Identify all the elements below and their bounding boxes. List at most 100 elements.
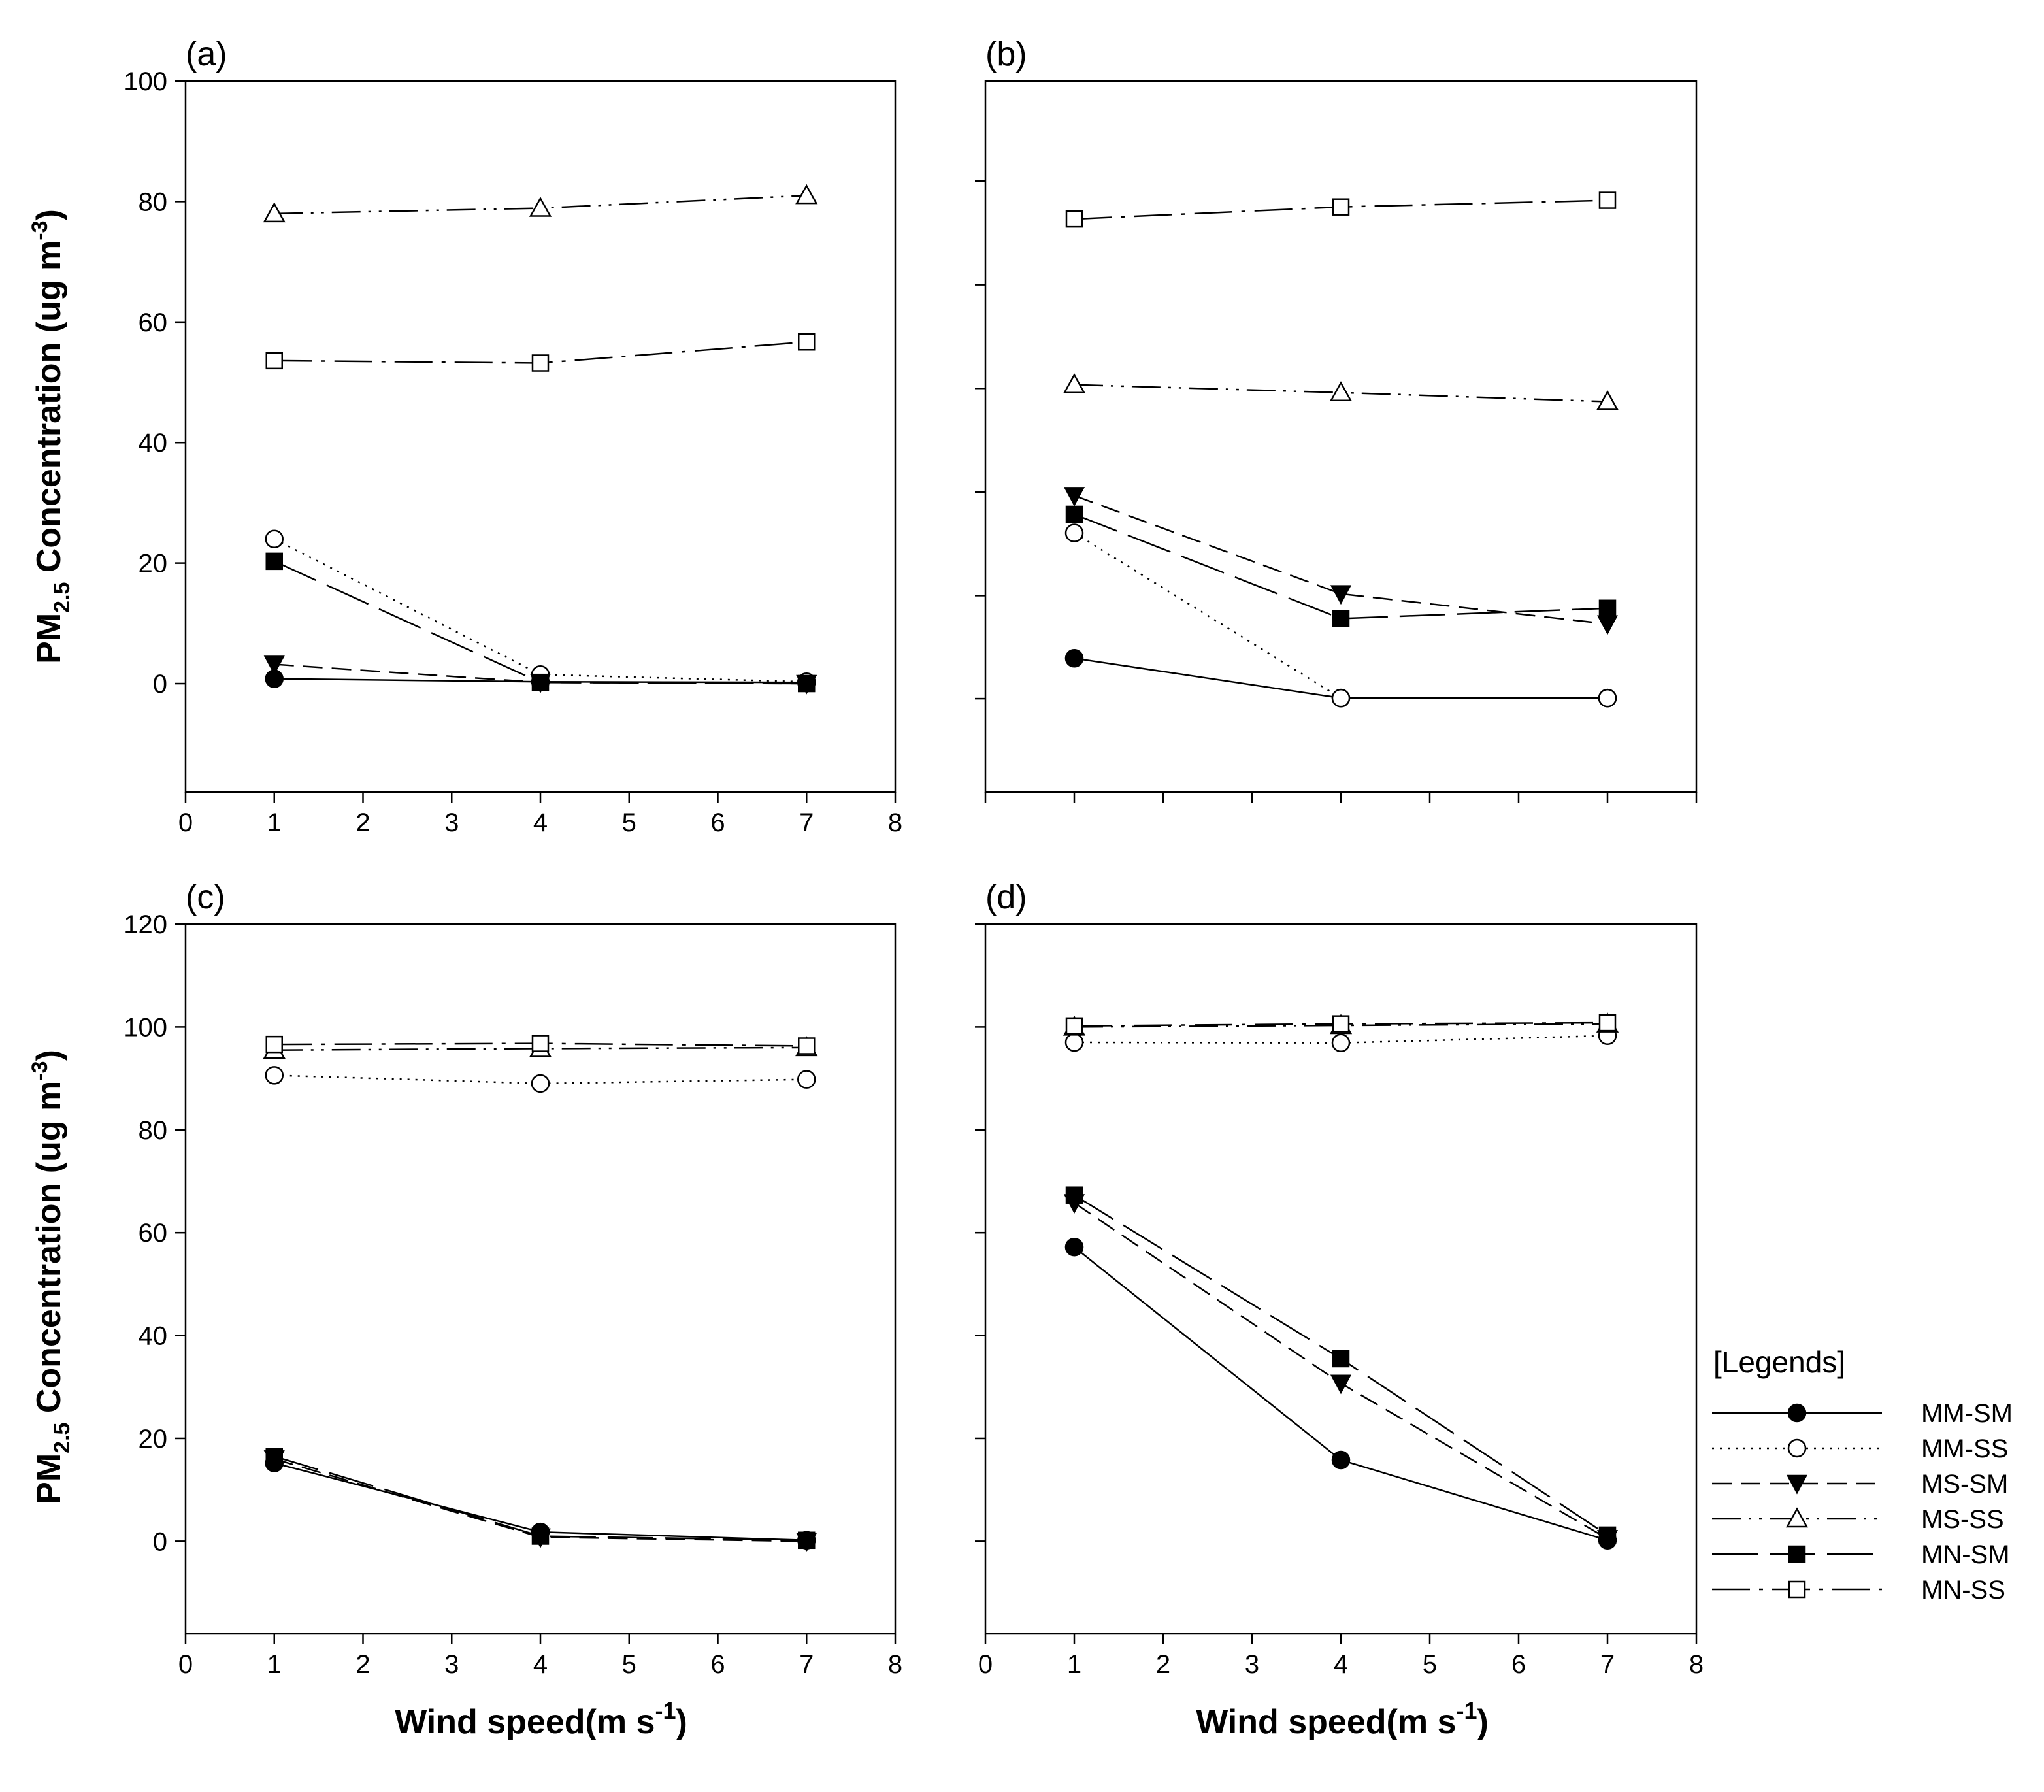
x-tick-label-c: 0 <box>178 1650 193 1679</box>
y-tick-label-a: 100 <box>124 67 167 96</box>
x-tick-label-c: 2 <box>355 1650 370 1679</box>
x-tick-label-c: 4 <box>533 1650 548 1679</box>
legend-marker-ms-ss <box>1785 1507 1809 1528</box>
legend: [Legends] MM-SM MM-SS MS-SM MS-SS MN-SM MN-SS <box>1712 1345 2013 1604</box>
x-tick-label-c: 3 <box>444 1650 459 1679</box>
legend-item-ms-sm: MS-SM <box>1712 1470 2008 1499</box>
x-tick-label-d: 3 <box>1245 1650 1259 1679</box>
x-tick-label-a: 8 <box>888 808 902 837</box>
x-tick-label-a: 1 <box>267 808 282 837</box>
x-axis-title-right: Wind speed(m s-1) <box>1196 1697 1489 1741</box>
data-point-mn-ss-a <box>531 354 550 372</box>
x-tick-label-c: 6 <box>710 1650 725 1679</box>
y-tick-label-c: 20 <box>139 1425 168 1453</box>
data-point-ms-sm-a <box>263 655 285 676</box>
x-tick-label-d: 8 <box>1689 1650 1704 1679</box>
data-point-mn-sm-d <box>1065 1186 1083 1204</box>
data-point-mn-ss-a <box>265 352 283 370</box>
y-tick-label-c: 40 <box>139 1322 168 1351</box>
y-tick-label-c: 120 <box>124 910 167 939</box>
data-point-mn-sm-b <box>1332 610 1350 627</box>
series-line-ms-sm-d <box>1074 1202 1608 1540</box>
data-point-mn-sm-a <box>265 552 283 571</box>
data-point-ms-ss-a <box>795 184 818 205</box>
series-line-mn-sm-b <box>1074 513 1608 620</box>
data-point-mn-sm-c <box>265 1448 283 1465</box>
y-tick-label-c: 80 <box>139 1116 168 1145</box>
data-point-mn-ss-c <box>798 1037 816 1055</box>
legend-label-mn-ss: MN-SS <box>1921 1576 2005 1604</box>
x-tick-label-a: 2 <box>355 808 370 837</box>
data-point-ms-ss-a <box>529 196 552 217</box>
x-tick-label-a: 6 <box>710 808 725 837</box>
x-tick-label-a: 0 <box>178 808 193 837</box>
y-tick-label-c: 60 <box>139 1219 168 1248</box>
data-point-mn-ss-d <box>1332 1015 1350 1033</box>
data-point-mm-ss-d <box>1064 1033 1084 1052</box>
data-point-mm-ss-d <box>1331 1033 1351 1053</box>
x-tick-label-a: 3 <box>444 808 459 837</box>
data-point-mn-sm-a <box>798 674 816 693</box>
legend-items: MM-SM MM-SS MS-SM MS-SS MN-SM MN-SS <box>1712 1399 2013 1604</box>
x-tick-label-d: 1 <box>1067 1650 1081 1679</box>
series-line-mn-sm-c <box>274 1455 807 1542</box>
data-point-mm-sm-b <box>1064 649 1084 668</box>
x-tick-label-d: 5 <box>1423 1650 1437 1679</box>
data-point-mn-ss-b <box>1598 191 1617 209</box>
legend-label-ms-ss: MS-SS <box>1921 1505 2004 1534</box>
data-point-mn-ss-c <box>265 1035 283 1054</box>
legend-label-ms-sm: MS-SM <box>1921 1470 2008 1499</box>
y-axis-title-top: PM2.5 Concentration (ug m-3) <box>27 209 74 664</box>
plot-frame-b <box>984 80 1698 793</box>
data-point-mm-ss-b <box>1331 688 1351 708</box>
y-tick-label-a: 20 <box>139 550 168 578</box>
x-tick-label-a: 5 <box>622 808 636 837</box>
legend-marker-mn-ss <box>1788 1580 1806 1599</box>
x-tick-label-c: 7 <box>799 1650 814 1679</box>
data-point-mm-ss-b <box>1598 688 1617 708</box>
data-point-ms-ss-b <box>1596 390 1619 410</box>
data-point-ms-ss-a <box>263 202 286 223</box>
y-tick-label-c: 100 <box>124 1013 167 1042</box>
data-point-mn-sm-b <box>1065 505 1083 523</box>
data-point-ms-ss-b <box>1329 381 1353 401</box>
y-axis-title-bottom: PM2.5 Concentration (ug m-3) <box>27 1050 74 1504</box>
y-tick-label-a: 60 <box>139 308 168 337</box>
x-tick-label-d: 6 <box>1511 1650 1526 1679</box>
data-point-mn-sm-b <box>1598 599 1617 618</box>
legend-label-mm-sm: MM-SM <box>1921 1399 2013 1428</box>
data-point-mm-ss-b <box>1064 523 1084 542</box>
data-point-mm-sm-d <box>1331 1450 1351 1470</box>
x-tick-label-c: 5 <box>622 1650 636 1679</box>
data-point-mm-ss-c <box>265 1066 284 1085</box>
data-point-ms-ss-b <box>1063 373 1086 393</box>
legend-item-mm-sm: MM-SM <box>1712 1399 2013 1428</box>
x-axis-title-left: Wind speed(m s-1) <box>395 1697 687 1741</box>
y-tick-label-a: 0 <box>153 670 167 699</box>
data-point-mm-ss-a <box>265 529 284 548</box>
legend-marker-ms-sm <box>1786 1474 1808 1495</box>
x-tick-label-a: 7 <box>799 808 814 837</box>
data-point-ms-sm-d <box>1330 1374 1352 1395</box>
x-tick-label-d: 0 <box>978 1650 993 1679</box>
x-tick-label-d: 4 <box>1334 1650 1348 1679</box>
legend-marker-mn-sm <box>1788 1545 1806 1563</box>
y-tick-label-c: 0 <box>153 1527 167 1556</box>
x-tick-label-c: 8 <box>888 1650 902 1679</box>
data-point-ms-sm-b <box>1596 615 1619 635</box>
data-point-mn-sm-d <box>1332 1350 1350 1368</box>
legend-marker-mm-ss <box>1787 1438 1807 1458</box>
data-point-mm-ss-c <box>531 1074 550 1093</box>
legend-title: [Legends] <box>1713 1345 1845 1379</box>
legend-item-ms-ss: MS-SS <box>1712 1505 2004 1534</box>
legend-label-mn-sm: MN-SM <box>1921 1540 2010 1569</box>
panel-label-c: (c) <box>186 878 225 916</box>
data-point-mn-sm-d <box>1598 1526 1617 1544</box>
x-tick-label-d: 7 <box>1600 1650 1615 1679</box>
x-tick-label-d: 2 <box>1156 1650 1170 1679</box>
panel-d: (d) 0 1 2 3 4 5 6 7 8 <box>975 878 1704 1679</box>
